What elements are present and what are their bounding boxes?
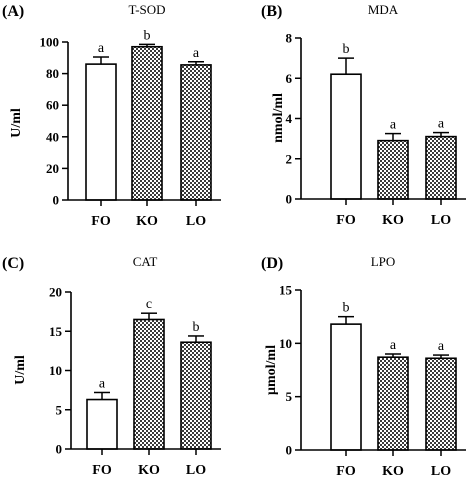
y-tick-label: 100 bbox=[40, 35, 60, 50]
panel-b: (B) MDA nmol/ml b FO a KO a LO 0 2 4 6 8 bbox=[261, 2, 466, 228]
y-tick-label: 15 bbox=[279, 283, 293, 298]
y-tick-label: 60 bbox=[46, 98, 59, 113]
significance-letter: a bbox=[390, 118, 397, 133]
y-tick-label: 20 bbox=[49, 285, 62, 300]
x-tick-label: FO bbox=[91, 214, 111, 229]
x-tick-label: LO bbox=[431, 213, 451, 228]
y-tick-label: 20 bbox=[46, 161, 59, 176]
y-tick-label: 10 bbox=[49, 363, 62, 378]
x-tick-label: KO bbox=[138, 463, 160, 478]
panel-label: (B) bbox=[261, 3, 282, 20]
bar bbox=[180, 341, 212, 450]
y-tick-label: 0 bbox=[286, 443, 293, 458]
bar bbox=[330, 73, 362, 200]
y-tick-label: 8 bbox=[286, 31, 293, 46]
significance-letter: a bbox=[390, 338, 397, 353]
y-tick-label: 15 bbox=[49, 324, 63, 339]
x-tick-label: LO bbox=[431, 464, 451, 479]
bar bbox=[425, 135, 457, 200]
bar bbox=[425, 357, 457, 451]
plot-area: b FO a KO a LO 0 2 4 6 8 bbox=[286, 31, 466, 228]
y-tick-label: 0 bbox=[56, 442, 63, 457]
x-tick-label: LO bbox=[186, 214, 206, 229]
plot-area: a FO c KO b LO 0 5 10 15 20 bbox=[49, 285, 221, 478]
panel-c: (C) CAT U/ml a FO c KO b LO 0 5 10 15 20 bbox=[2, 254, 221, 478]
x-tick-label: FO bbox=[336, 213, 356, 228]
y-tick-label: 6 bbox=[286, 71, 293, 86]
bar bbox=[133, 318, 165, 450]
panel-label: (A) bbox=[2, 3, 24, 20]
y-tick-label: 5 bbox=[56, 402, 63, 417]
y-tick-label: 40 bbox=[46, 129, 59, 144]
x-tick-label: KO bbox=[136, 214, 158, 229]
significance-letter: a bbox=[438, 339, 445, 354]
bar bbox=[180, 64, 212, 201]
y-tick-label: 2 bbox=[286, 151, 293, 166]
panel-d: (D) LPO μmol/ml b FO a KO a LO 0 5 10 15 bbox=[261, 254, 466, 479]
significance-letter: b bbox=[193, 320, 200, 335]
y-tick-label: 4 bbox=[286, 111, 293, 126]
significance-letter: b bbox=[343, 301, 350, 316]
plot-area: a FO b KO a LO 0 20 40 60 80 100 bbox=[40, 28, 221, 229]
panel-a: (A) T-SOD U/ml a FO b KO a LO 0 20 40 60 80 100 bbox=[2, 2, 221, 229]
panel-label: (D) bbox=[261, 255, 283, 272]
bar bbox=[86, 398, 118, 450]
significance-letter: b bbox=[144, 28, 151, 43]
bar bbox=[330, 323, 362, 451]
bar bbox=[377, 139, 409, 200]
bar bbox=[131, 45, 163, 201]
y-axis-label: U/ml bbox=[9, 108, 24, 138]
x-tick-label: KO bbox=[382, 464, 404, 479]
significance-letter: a bbox=[98, 41, 105, 56]
chart-title: CAT bbox=[133, 254, 158, 269]
significance-letter: c bbox=[146, 297, 152, 312]
x-tick-label: LO bbox=[186, 463, 206, 478]
chart-title: LPO bbox=[371, 254, 396, 269]
significance-letter: a bbox=[193, 46, 200, 61]
x-tick-label: FO bbox=[92, 463, 112, 478]
y-tick-label: 10 bbox=[279, 336, 292, 351]
bar bbox=[377, 356, 409, 451]
chart-title: MDA bbox=[368, 2, 399, 17]
chart-title: T-SOD bbox=[128, 2, 165, 17]
y-tick-label: 0 bbox=[53, 193, 60, 208]
significance-letter: b bbox=[343, 42, 350, 57]
y-tick-label: 5 bbox=[286, 389, 293, 404]
bar bbox=[85, 63, 117, 201]
x-tick-label: FO bbox=[336, 464, 356, 479]
y-tick-label: 0 bbox=[286, 192, 293, 207]
significance-letter: a bbox=[99, 376, 106, 391]
y-axis-label: nmol/ml bbox=[271, 93, 286, 143]
y-axis-label: U/ml bbox=[13, 355, 28, 385]
panel-label: (C) bbox=[2, 255, 24, 272]
significance-letter: a bbox=[438, 117, 445, 132]
plot-area: b FO a KO a LO 0 5 10 15 bbox=[279, 283, 466, 479]
y-axis-label: μmol/ml bbox=[264, 345, 279, 395]
y-tick-label: 80 bbox=[46, 66, 59, 81]
x-tick-label: KO bbox=[382, 213, 404, 228]
